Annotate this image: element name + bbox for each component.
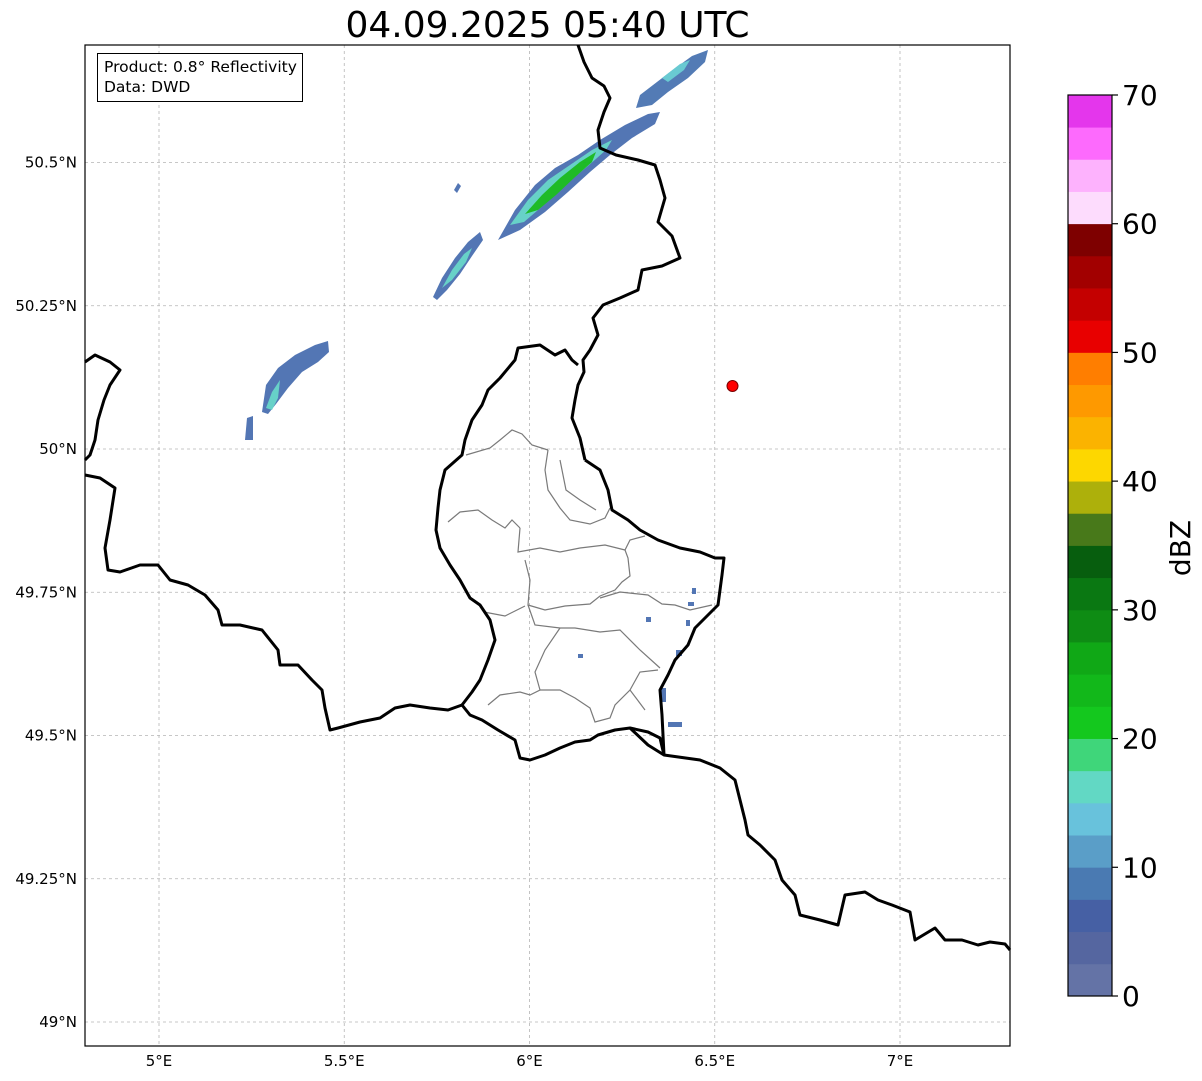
colorbar-swatch — [1068, 642, 1112, 675]
colorbar-swatch — [1068, 416, 1112, 450]
map-frame — [85, 45, 1010, 1046]
colorbar-tick-label: 30 — [1122, 594, 1158, 627]
border-france-belgium — [84, 473, 463, 732]
colorbar-swatch — [1068, 802, 1112, 836]
echo-cluster-west-teal — [266, 380, 280, 410]
colorbar-tick-label: 20 — [1122, 723, 1158, 756]
echo-speck — [688, 602, 694, 606]
colorbar-tick-label: 10 — [1122, 851, 1158, 884]
colorbar-swatch — [1068, 255, 1112, 289]
colorbar-swatch — [1068, 706, 1112, 739]
colorbar-swatch — [1068, 288, 1112, 321]
radar-site-marker — [726, 380, 739, 392]
colorbar-swatch — [1068, 481, 1112, 514]
graticule — [85, 45, 1010, 1046]
map-axes-frame — [84, 44, 1011, 1047]
colorbar-swatch — [1068, 545, 1112, 579]
lat-tick-label: 49.75°N — [15, 583, 77, 601]
lat-tick-label: 50.25°N — [15, 297, 77, 315]
colorbar-tick-labels: 0 10 20 30 40 50 60 70 — [1112, 79, 1158, 1013]
lon-tick-label: 5°E — [146, 1052, 173, 1070]
lat-tick-label: 50°N — [39, 440, 77, 458]
echo-speck-north — [454, 183, 461, 193]
echo-speck — [686, 620, 690, 626]
colorbar-tick-label: 60 — [1122, 208, 1158, 241]
colorbar-swatch — [1068, 674, 1112, 707]
lat-tick-label: 49.25°N — [15, 870, 77, 888]
colorbar-swatch — [1068, 738, 1112, 772]
lon-tick-label: 6.5°E — [694, 1052, 735, 1070]
lon-tick-label: 7°E — [887, 1052, 914, 1070]
district-boundaries — [447, 429, 713, 723]
lat-tick-label: 49.5°N — [25, 727, 77, 745]
colorbar-swatch — [1068, 867, 1112, 900]
longitude-tick-labels: 5°E 5.5°E 6°E 6.5°E 7°E — [146, 1052, 914, 1070]
colorbar — [1067, 94, 1113, 997]
precipitation-echoes — [245, 50, 708, 727]
echo-band-northeast-core — [662, 60, 690, 82]
colorbar-swatch — [1068, 95, 1112, 128]
colorbar-swatch — [1068, 899, 1112, 933]
colorbar-swatch — [1068, 448, 1112, 482]
product-info-box: Product: 0.8° Reflectivity Data: DWD — [97, 53, 303, 102]
product-label: Product: 0.8° Reflectivity — [104, 58, 297, 76]
data-source-label: Data: DWD — [104, 78, 191, 96]
colorbar-swatch — [1068, 223, 1112, 257]
colorbar-tick-label: 50 — [1122, 336, 1158, 369]
echo-cluster-west — [262, 341, 329, 414]
border-luxembourg — [434, 343, 726, 762]
border-germany-belgium-north — [570, 44, 682, 461]
echo-band-southwest-core — [442, 248, 472, 288]
colorbar-tick-label: 40 — [1122, 465, 1158, 498]
echo-speck — [676, 650, 682, 656]
lat-tick-label: 50.5°N — [25, 154, 77, 172]
lat-tick-label: 49°N — [39, 1013, 77, 1031]
map-title: 04.09.2025 05:40 UTC — [345, 5, 750, 46]
colorbar-swatch — [1068, 609, 1112, 643]
border-belgium-west — [83, 353, 122, 462]
colorbar-swatch — [1068, 931, 1112, 965]
echo-speck — [660, 688, 666, 702]
colorbar-swatch — [1068, 352, 1112, 386]
latitude-tick-labels: 49°N 49.25°N 49.5°N 49.75°N 50°N 50.25°N 50.5°… — [15, 154, 77, 1032]
echo-speck — [668, 722, 682, 727]
echo-speck — [646, 617, 651, 622]
lon-tick-label: 6°E — [516, 1052, 543, 1070]
colorbar-swatch — [1068, 513, 1112, 546]
echo-band-main-core — [525, 152, 596, 214]
echo-cluster-west-tail — [245, 416, 253, 440]
echo-speck — [578, 654, 583, 658]
colorbar-tick-label: 0 — [1122, 980, 1140, 1013]
colorbar-swatch — [1068, 127, 1112, 160]
echo-speck — [692, 588, 696, 594]
border-france-germany — [628, 726, 1012, 951]
colorbar-swatch — [1068, 384, 1112, 418]
lon-tick-label: 5.5°E — [324, 1052, 365, 1070]
colorbar-frame — [1067, 94, 1113, 997]
colorbar-tick-label: 70 — [1122, 79, 1158, 112]
colorbar-swatch — [1068, 770, 1112, 804]
colorbar-swatch — [1068, 835, 1112, 868]
colorbar-swatch — [1068, 320, 1112, 353]
colorbar-swatch — [1068, 159, 1112, 192]
country-borders — [83, 44, 1012, 951]
colorbar-unit-label: dBZ — [1164, 520, 1197, 576]
colorbar-swatch — [1068, 577, 1112, 611]
colorbar-swatch — [1068, 963, 1112, 997]
colorbar-swatch — [1068, 191, 1112, 225]
